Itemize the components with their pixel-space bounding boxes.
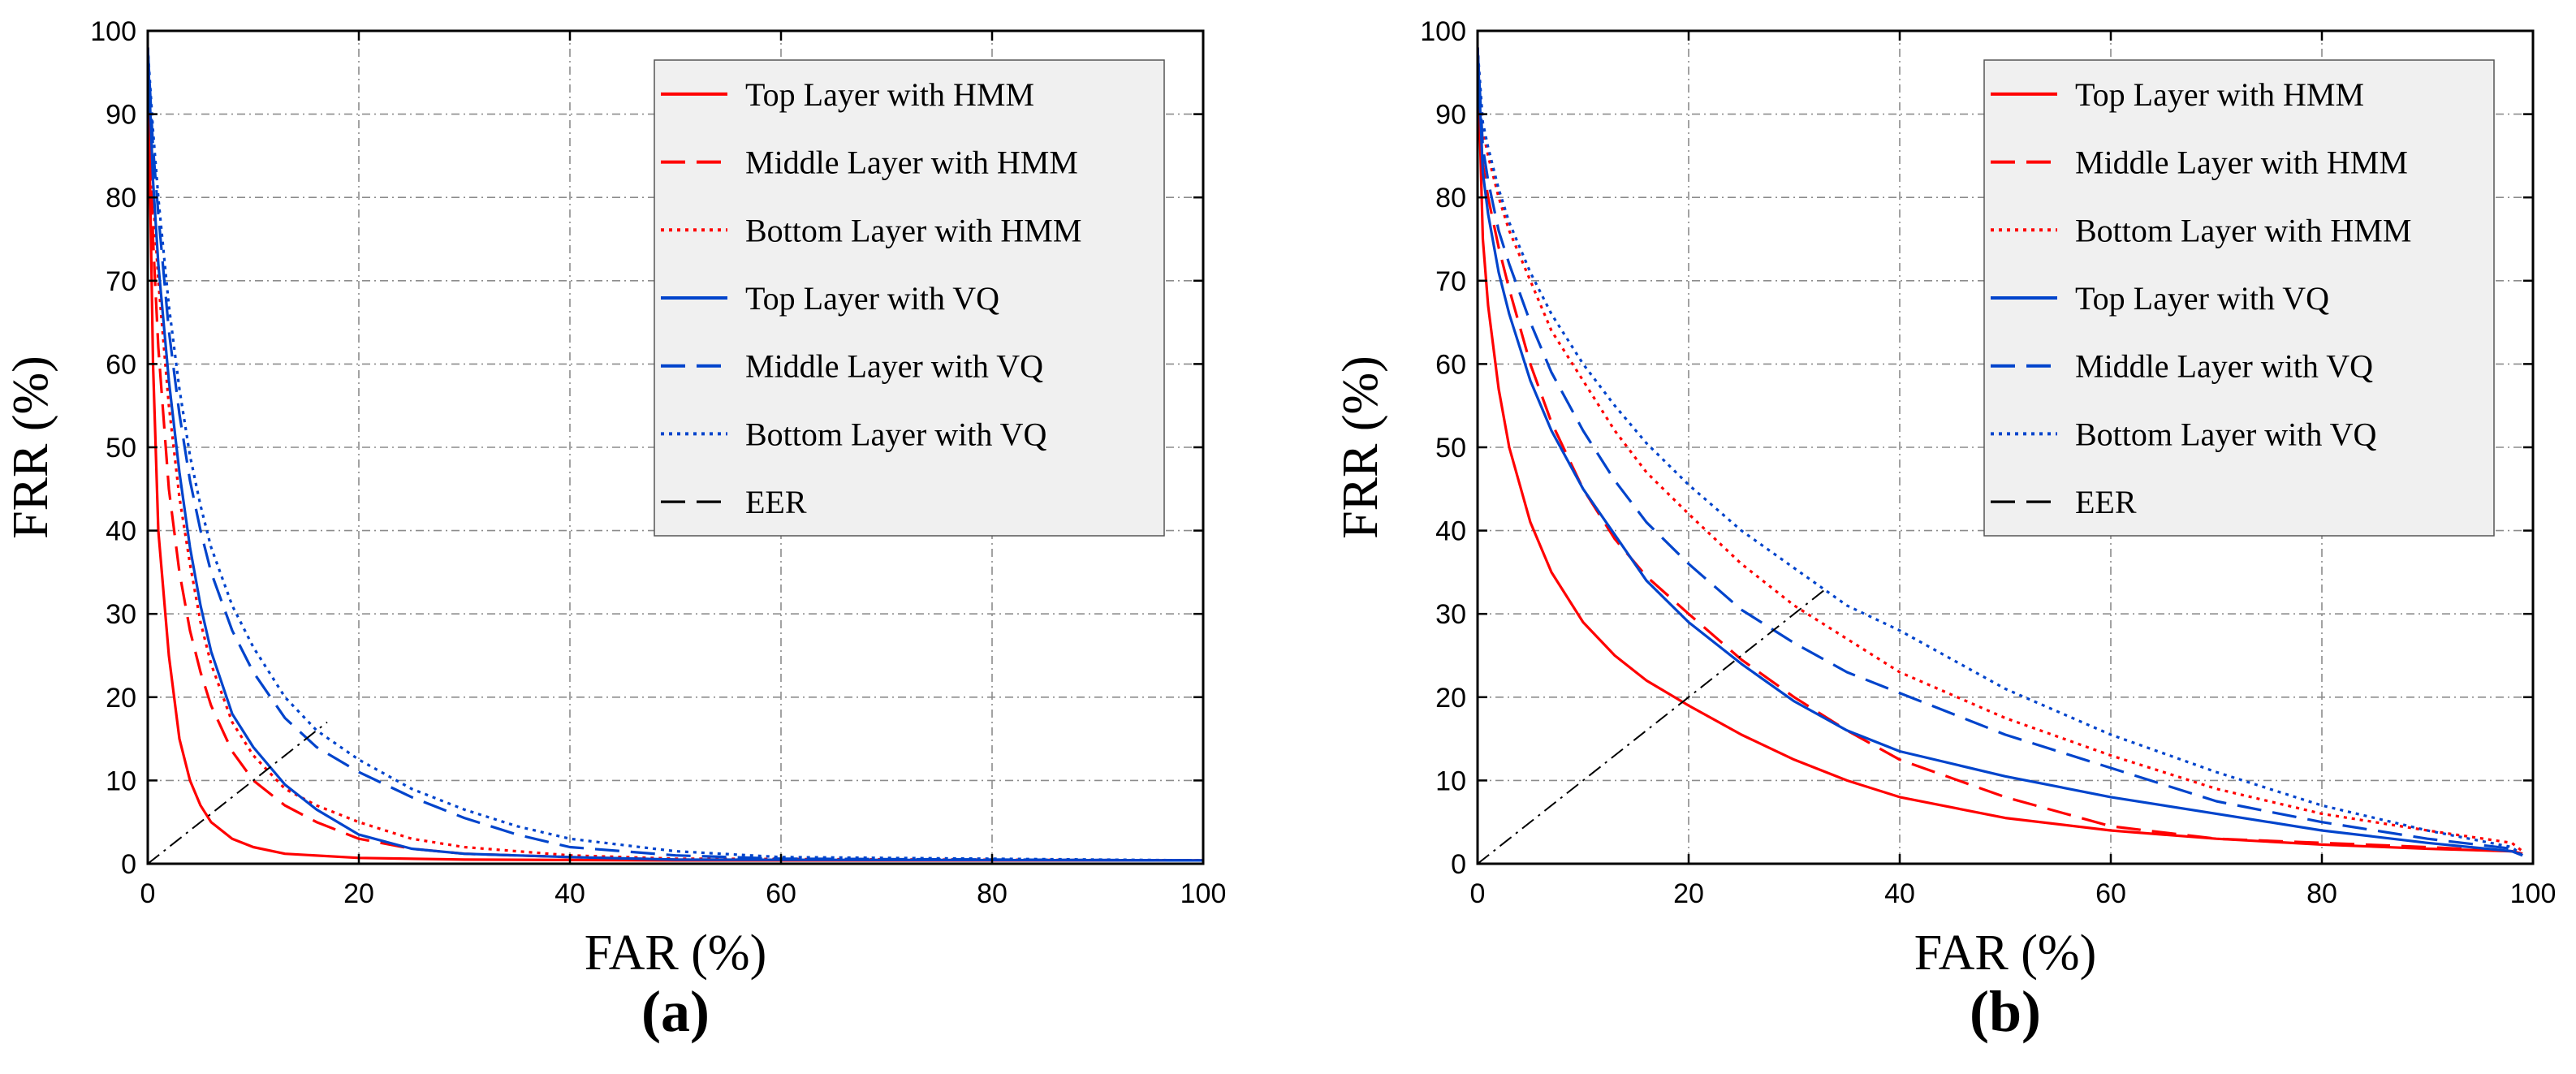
x-tick-label: 0 bbox=[1470, 878, 1486, 909]
series-line-bottom-layer-with-hmm bbox=[148, 47, 1203, 862]
x-tick-label: 20 bbox=[343, 878, 374, 909]
legend-label: Top Layer with HMM bbox=[745, 76, 1034, 113]
series-line-middle-layer-with-hmm bbox=[1478, 47, 2523, 856]
y-tick-label: 50 bbox=[106, 433, 136, 464]
y-tick-label: 80 bbox=[106, 183, 136, 214]
x-tick-label: 80 bbox=[2306, 878, 2337, 909]
y-tick-label: 60 bbox=[106, 349, 136, 380]
legend-label: Middle Layer with VQ bbox=[2075, 348, 2373, 385]
series-line-top-layer-with-hmm bbox=[148, 47, 1203, 862]
legend-label: Top Layer with VQ bbox=[2075, 280, 2329, 317]
legend-label: Bottom Layer with VQ bbox=[2075, 416, 2377, 452]
x-tick-label: 40 bbox=[1884, 878, 1915, 909]
y-tick-label: 50 bbox=[1435, 433, 1466, 464]
series-group bbox=[1478, 47, 2523, 864]
legend-label: Middle Layer with VQ bbox=[745, 348, 1043, 385]
legend-label: Top Layer with VQ bbox=[745, 280, 999, 317]
x-tick-label: 60 bbox=[766, 878, 796, 909]
y-tick-label: 10 bbox=[106, 766, 136, 796]
y-tick-label: 100 bbox=[1420, 16, 1466, 47]
x-tick-label: 0 bbox=[140, 878, 156, 909]
legend-label: Middle Layer with HMM bbox=[2075, 144, 2408, 181]
chart-panel-a: 0 20 40 60 80 100 0 10 20 30 40 50 60 70 80 90 100 FAR (%… bbox=[3, 16, 1226, 1044]
y-tick-label: 20 bbox=[106, 683, 136, 714]
y-tick-label: 70 bbox=[1435, 266, 1466, 297]
legend-box bbox=[1983, 59, 2495, 537]
series-line-middle-layer-with-vq bbox=[148, 47, 1203, 862]
legend-label: EER bbox=[745, 484, 807, 520]
y-tick-label: 90 bbox=[106, 100, 136, 131]
series-line-middle-layer-with-vq bbox=[1478, 47, 2523, 857]
x-axis-label: FAR (%) bbox=[1914, 925, 2096, 981]
x-tick-label: 80 bbox=[977, 878, 1008, 909]
panel-label: (a) bbox=[641, 979, 710, 1044]
y-axis-label: FRR (%) bbox=[3, 356, 58, 539]
y-tick-label: 30 bbox=[1435, 599, 1466, 630]
x-tick-label: 60 bbox=[2095, 878, 2126, 909]
y-axis-label: FRR (%) bbox=[1333, 356, 1388, 539]
x-tick-label: 100 bbox=[1180, 878, 1227, 909]
series-line-bottom-layer-with-vq bbox=[148, 47, 1203, 862]
legend-label: Middle Layer with HMM bbox=[745, 144, 1078, 181]
legend: Top Layer with HMM Middle Layer with HMM B… bbox=[654, 59, 1165, 537]
x-axis-label: FAR (%) bbox=[585, 925, 766, 981]
legend-box bbox=[654, 59, 1165, 537]
y-tick-label: 80 bbox=[1435, 183, 1466, 214]
y-tick-label: 40 bbox=[1435, 516, 1466, 547]
x-tick-label: 100 bbox=[2510, 878, 2557, 909]
y-tick-label: 90 bbox=[1435, 100, 1466, 131]
legend-label: EER bbox=[2075, 484, 2137, 520]
legend-label: Bottom Layer with VQ bbox=[745, 416, 1047, 452]
legend: Top Layer with HMM Middle Layer with HMM B… bbox=[1983, 59, 2495, 537]
y-tick-label: 60 bbox=[1435, 349, 1466, 380]
legend-label: Bottom Layer with HMM bbox=[745, 212, 1081, 248]
x-tick-label: 40 bbox=[554, 878, 585, 909]
series-line-eer bbox=[1478, 588, 1827, 864]
panel-label: (b) bbox=[1970, 979, 2041, 1044]
y-tick-label: 10 bbox=[1435, 766, 1466, 796]
y-tick-label: 40 bbox=[106, 516, 136, 547]
series-line-bottom-layer-with-hmm bbox=[1478, 47, 2523, 852]
series-line-eer bbox=[148, 721, 328, 864]
y-tick-label: 100 bbox=[90, 16, 136, 47]
series-group bbox=[148, 47, 1203, 864]
series-line-middle-layer-with-hmm bbox=[148, 47, 1203, 862]
y-tick-label: 20 bbox=[1435, 683, 1466, 714]
y-tick-label: 0 bbox=[1451, 849, 1466, 880]
legend-label: Top Layer with HMM bbox=[2075, 76, 2364, 113]
series-line-top-layer-with-vq bbox=[1478, 47, 2523, 857]
y-tick-label: 70 bbox=[106, 266, 136, 297]
legend-label: Bottom Layer with HMM bbox=[2075, 212, 2411, 248]
series-line-top-layer-with-vq bbox=[148, 47, 1203, 862]
y-tick-label: 0 bbox=[121, 849, 136, 880]
chart-panel-b: 0 20 40 60 80 100 0 10 20 30 40 50 60 70 80 90 100 FAR (%… bbox=[1333, 16, 2556, 1044]
y-tick-label: 30 bbox=[106, 599, 136, 630]
x-tick-label: 20 bbox=[1673, 878, 1704, 909]
